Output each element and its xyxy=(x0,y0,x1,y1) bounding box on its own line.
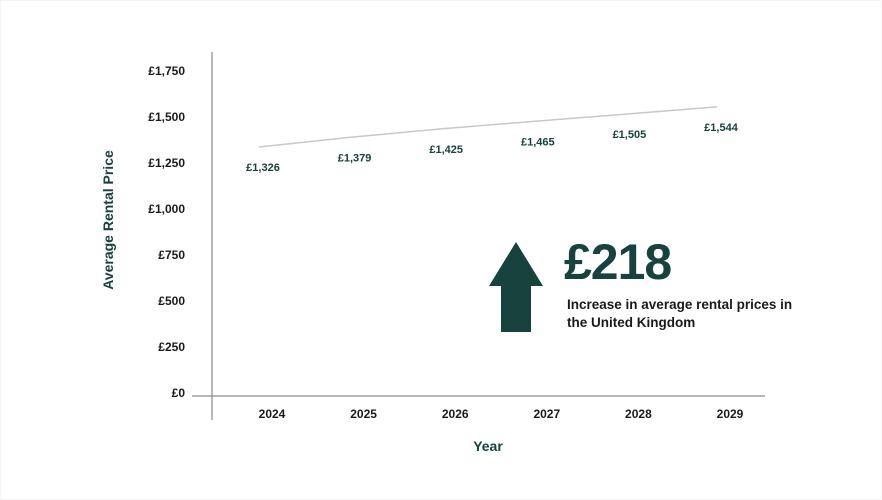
data-label: £1,379 xyxy=(338,152,372,164)
x-axis-title: Year xyxy=(473,438,503,454)
data-label: £1,465 xyxy=(521,136,555,148)
x-tick-label: 2027 xyxy=(533,407,560,421)
y-axis-title: Average Rental Price xyxy=(100,150,116,290)
y-tick-label: £1,000 xyxy=(148,202,185,216)
series-line-group xyxy=(258,106,718,148)
y-tick-label: £500 xyxy=(158,294,185,308)
series-line xyxy=(258,106,718,148)
y-tick-label: £1,250 xyxy=(148,156,185,170)
x-tick-label: 2024 xyxy=(259,407,286,421)
x-tick-labels: 2024 2025 2026 2027 2028 2029 xyxy=(259,407,744,421)
callout-value: £218 xyxy=(564,234,672,290)
y-tick-label: £1,750 xyxy=(148,64,185,78)
y-tick-labels: £0 £250 £500 £750 £1,000 £1,250 £1,500 £1,750 xyxy=(148,64,185,400)
data-label: £1,326 xyxy=(246,162,280,174)
callout-description: Increase in average rental prices in the… xyxy=(567,297,793,330)
y-tick-label: £1,500 xyxy=(148,110,185,124)
arrow-up-icon xyxy=(489,242,543,332)
y-tick-label: £750 xyxy=(158,248,185,262)
data-label: £1,544 xyxy=(704,122,739,134)
y-tick-label: £0 xyxy=(172,386,186,400)
data-label-group: £1,326 £1,379 £1,425 £1,465 £1,505 £1,544 xyxy=(246,122,739,174)
x-tick-label: 2026 xyxy=(442,407,469,421)
data-label: £1,425 xyxy=(429,144,463,156)
x-tick-label: 2028 xyxy=(625,407,652,421)
x-tick-label: 2029 xyxy=(717,407,744,421)
y-tick-label: £250 xyxy=(158,340,185,354)
x-tick-label: 2025 xyxy=(350,407,377,421)
data-label: £1,505 xyxy=(613,129,647,141)
